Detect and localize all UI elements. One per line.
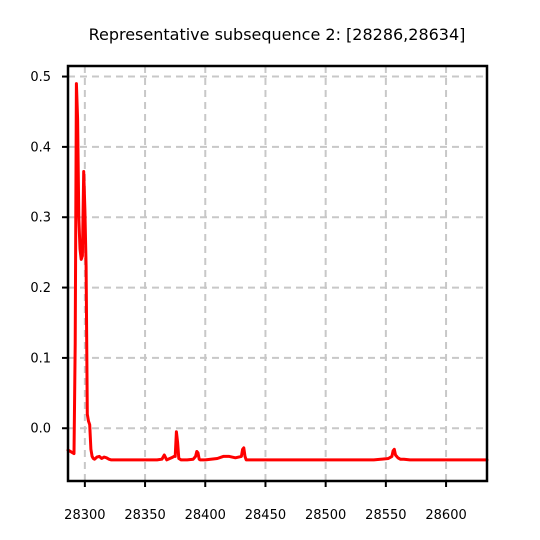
y-tick-label: 0.5 bbox=[30, 70, 51, 85]
x-tick-label: 28450 bbox=[245, 508, 286, 523]
chart-title: Representative subsequence 2: [28286,286… bbox=[89, 25, 466, 44]
x-tick-label: 28550 bbox=[365, 508, 406, 523]
grid-lines bbox=[68, 66, 487, 481]
x-tick-label: 28500 bbox=[305, 508, 346, 523]
y-tick-label: 0.2 bbox=[30, 281, 51, 296]
series-line-0 bbox=[66, 82, 489, 462]
x-tick-label: 28400 bbox=[185, 508, 226, 523]
series-layer bbox=[66, 82, 489, 462]
y-tick-label: 0.0 bbox=[30, 422, 51, 437]
y-tick-label: 0.4 bbox=[30, 140, 51, 155]
x-tick-label: 28300 bbox=[64, 508, 105, 523]
plot-frame bbox=[66, 64, 489, 483]
x-tick-label: 28600 bbox=[425, 508, 466, 523]
x-tick-label: 28350 bbox=[124, 508, 165, 523]
axis-ticks: 28300 28350 28400 28450 28500 28550 28600 0.0 0.… bbox=[30, 70, 466, 523]
y-tick-label: 0.1 bbox=[30, 351, 51, 366]
y-tick-label: 0.3 bbox=[30, 211, 51, 226]
